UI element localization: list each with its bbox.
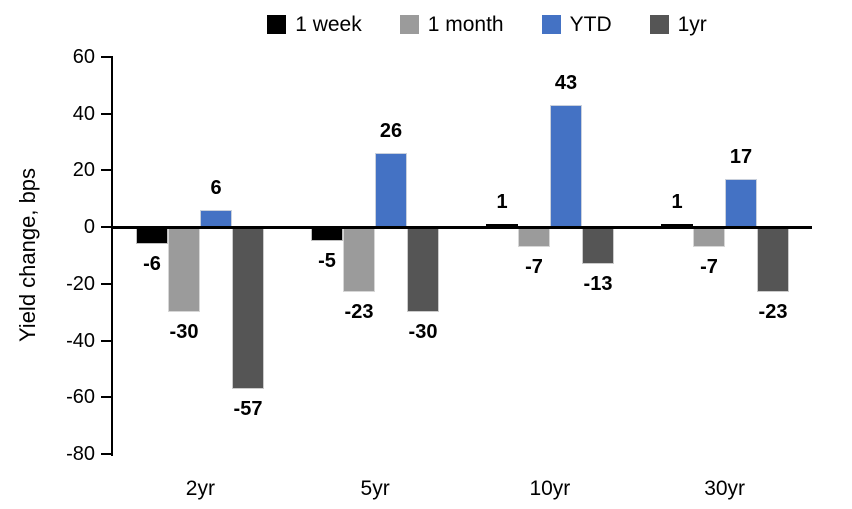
legend-swatch-icon bbox=[267, 15, 287, 34]
bar-30yr-1yr bbox=[757, 227, 789, 292]
legend-label: 1yr bbox=[677, 13, 707, 36]
y-tick-mark bbox=[101, 283, 113, 285]
x-category-label-2yr: 2yr bbox=[185, 477, 215, 500]
bar-5yr-1-month bbox=[343, 227, 375, 292]
y-axis-title: Yield change, bps bbox=[15, 167, 40, 343]
bar-10yr-1-week bbox=[486, 224, 518, 227]
value-label-30yr-1yr: -23 bbox=[758, 301, 788, 323]
bar-2yr-1-week bbox=[136, 227, 168, 244]
x-category-label-5yr: 5yr bbox=[360, 477, 390, 500]
y-tick-label-40: 40 bbox=[72, 103, 95, 125]
value-label-10yr-1yr: -13 bbox=[583, 273, 613, 295]
bar-30yr-1-month bbox=[693, 227, 725, 247]
value-label-10yr-1-week: 1 bbox=[496, 191, 508, 213]
value-label-30yr-1-month: -7 bbox=[700, 256, 718, 278]
y-tick-mark bbox=[101, 340, 113, 342]
value-label-10yr-ytd: 43 bbox=[554, 72, 578, 94]
legend-label: 1 week bbox=[295, 13, 362, 36]
value-label-5yr-1-week: -5 bbox=[318, 250, 336, 272]
bar-10yr-1-month bbox=[518, 227, 550, 247]
value-label-5yr-1yr: -30 bbox=[408, 321, 438, 343]
y-tick-label-60: 60 bbox=[72, 46, 95, 68]
y-tick-label-0: 0 bbox=[83, 216, 95, 238]
legend-swatch-icon bbox=[399, 15, 419, 34]
value-label-30yr-ytd: 17 bbox=[729, 146, 753, 168]
value-label-2yr-ytd: 6 bbox=[210, 177, 222, 199]
y-axis-line bbox=[111, 57, 113, 456]
value-label-5yr-1-month: -23 bbox=[344, 301, 374, 323]
y-tick-label--60: -60 bbox=[66, 386, 95, 408]
chart-legend: 1 week 1 month YTD 1yr bbox=[122, 12, 852, 37]
legend-item-1-week: 1 week bbox=[267, 12, 362, 37]
value-label-30yr-1-week: 1 bbox=[671, 191, 683, 213]
value-label-2yr-1-month: -30 bbox=[169, 321, 199, 343]
y-tick-label--80: -80 bbox=[66, 443, 95, 465]
bar-5yr-ytd bbox=[375, 153, 407, 227]
legend-label: YTD bbox=[569, 13, 612, 36]
value-label-5yr-ytd: 26 bbox=[379, 120, 403, 142]
bar-5yr-1yr bbox=[407, 227, 439, 312]
legend-swatch-icon bbox=[541, 15, 561, 34]
y-tick-label--20: -20 bbox=[66, 273, 95, 295]
value-label-2yr-1-week: -6 bbox=[143, 253, 161, 275]
y-tick-label--40: -40 bbox=[66, 330, 95, 352]
y-tick-mark bbox=[101, 453, 113, 455]
value-label-10yr-1-month: -7 bbox=[525, 256, 543, 278]
value-label-2yr-1yr: -57 bbox=[233, 398, 263, 420]
zero-axis-line bbox=[113, 226, 812, 229]
legend-item-1-month: 1 month bbox=[399, 12, 504, 37]
bar-30yr-ytd bbox=[725, 179, 757, 227]
y-tick-mark bbox=[101, 169, 113, 171]
x-category-label-10yr: 10yr bbox=[529, 477, 571, 500]
legend-swatch-icon bbox=[649, 15, 669, 34]
legend-item-1yr: 1yr bbox=[649, 12, 707, 37]
bar-10yr-1yr bbox=[582, 227, 614, 264]
bar-10yr-ytd bbox=[550, 105, 582, 227]
legend-item-ytd: YTD bbox=[541, 12, 612, 37]
bar-2yr-1yr bbox=[232, 227, 264, 389]
y-tick-mark bbox=[101, 56, 113, 58]
y-tick-mark bbox=[101, 113, 113, 115]
y-tick-mark bbox=[101, 396, 113, 398]
y-tick-mark bbox=[101, 226, 113, 228]
x-category-label-30yr: 30yr bbox=[704, 477, 746, 500]
bar-5yr-1-week bbox=[311, 227, 343, 241]
y-tick-label-20: 20 bbox=[72, 159, 95, 181]
legend-label: 1 month bbox=[427, 13, 504, 36]
bar-2yr-ytd bbox=[200, 210, 232, 227]
bar-30yr-1-week bbox=[661, 224, 693, 227]
